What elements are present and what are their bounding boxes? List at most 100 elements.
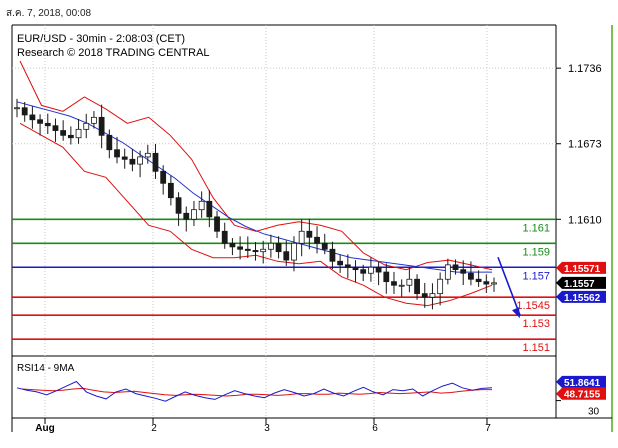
candle-body: [152, 152, 159, 172]
candle-body: [83, 122, 90, 130]
candle-body: [237, 246, 244, 250]
candle-body: [206, 200, 213, 218]
ma-line: [16, 101, 492, 273]
candle-body: [221, 230, 228, 244]
candle-body: [14, 107, 20, 110]
candle-body: [29, 114, 36, 121]
chart-subtitle: Research © 2018 TRADING CENTRAL: [17, 47, 210, 59]
grid-layer: [12, 25, 556, 418]
candle-body: [468, 272, 474, 280]
x-tick-label: 7: [485, 423, 491, 434]
candle-body: [391, 281, 397, 286]
candle-body: [129, 158, 136, 165]
candle-body: [44, 122, 51, 127]
candle-body: [191, 209, 197, 220]
price-tag-label-current: 1.1557: [564, 279, 595, 290]
candle-body: [337, 260, 344, 266]
candle-body: [21, 107, 28, 116]
candle-body: [144, 152, 151, 158]
candle-body: [291, 242, 297, 261]
chart-title: EUR/USD - 30min - 2:08:03 (CET): [17, 33, 185, 45]
candle-body: [298, 230, 305, 244]
candle-body: [283, 251, 290, 261]
candle-body: [360, 269, 367, 274]
level-label-1.1545: 1.1545: [516, 300, 550, 312]
x-tick-label: 2: [151, 423, 157, 434]
x-tick-label: 3: [264, 423, 270, 434]
rsi-ma-line: [21, 387, 492, 397]
candle-body: [160, 170, 167, 184]
price-tag-label-red: 1.15571: [564, 264, 601, 275]
forecast-arrow: [497, 256, 521, 316]
candle-body: [475, 278, 482, 283]
x-ticks: Aug 2 3 6 7: [35, 418, 491, 434]
rsi-tag-red: [556, 387, 606, 400]
candle-body: [137, 156, 143, 165]
candle-body: [375, 266, 382, 273]
candle-body: [398, 284, 405, 287]
candle-body: [98, 116, 105, 136]
candle-body: [214, 216, 220, 232]
price-tag-label-blue: 1.15562: [564, 293, 601, 304]
candle-body: [429, 293, 436, 298]
candle-body: [198, 200, 205, 211]
candle-body: [460, 269, 467, 274]
level-label-1.159: 1.159: [522, 246, 550, 258]
candle-body: [306, 230, 313, 238]
candle-body: [406, 278, 413, 286]
bollinger-upper: [19, 60, 493, 271]
candle-body: [329, 248, 336, 262]
candle-body: [275, 242, 282, 253]
bollinger-bands: [19, 60, 493, 307]
candle-body: [437, 278, 444, 295]
candle-body: [491, 282, 497, 285]
candle-body: [121, 156, 128, 160]
price-tag-red: [556, 261, 606, 274]
y-tick-label: 1.1610: [568, 214, 602, 226]
candle-body: [414, 278, 420, 295]
candle-body: [352, 266, 359, 271]
rsi-line: [16, 380, 493, 402]
level-label-1.153: 1.153: [522, 318, 550, 330]
price-tag-current: [556, 276, 606, 289]
rsi-tag-blue: [556, 375, 606, 388]
candle-body: [244, 248, 251, 251]
date-text: ส.ค. 7, 2018, 00:08: [6, 8, 92, 19]
candlesticks: [14, 98, 497, 310]
candle-body: [183, 212, 190, 220]
x-tick-label: Aug: [35, 423, 54, 434]
rsi-tag-label-blue: 51.8641: [564, 378, 601, 389]
candle-body: [52, 125, 59, 131]
candle-body: [260, 248, 267, 253]
candle-body: [421, 293, 428, 298]
candle-body: [368, 266, 374, 274]
y-ticks: 1.1736 1.1673 1.1610: [556, 63, 602, 226]
candle-body: [252, 250, 259, 253]
candle-body: [91, 116, 97, 124]
candle-body: [452, 264, 459, 271]
bollinger-lower: [19, 122, 493, 307]
x-tick-label: 6: [372, 423, 378, 434]
price-tag-blue: [556, 290, 606, 303]
candle-body: [483, 281, 490, 285]
y-tick-label: 1.1673: [568, 139, 602, 151]
rsi-y-tick-label: 30: [588, 407, 600, 418]
rsi-title: RSI14 - 9MA: [17, 363, 75, 374]
candle-body: [229, 242, 236, 248]
candle-body: [114, 149, 120, 158]
level-label-1.157: 1.157: [522, 270, 550, 282]
candle-body: [344, 264, 351, 268]
candle-body: [67, 134, 74, 139]
level-label-1.151: 1.151: [522, 342, 550, 354]
candle-body: [383, 271, 390, 283]
candle-body: [106, 134, 113, 151]
candle-body: [444, 264, 451, 280]
price-tags: 1.15571 1.1557 1.15562: [556, 261, 606, 304]
forecast-arrow-head: [512, 307, 520, 319]
candle-body: [175, 197, 182, 214]
candle-body: [75, 128, 82, 139]
level-label-1.161: 1.161: [522, 222, 550, 234]
moving-average: [16, 101, 492, 273]
